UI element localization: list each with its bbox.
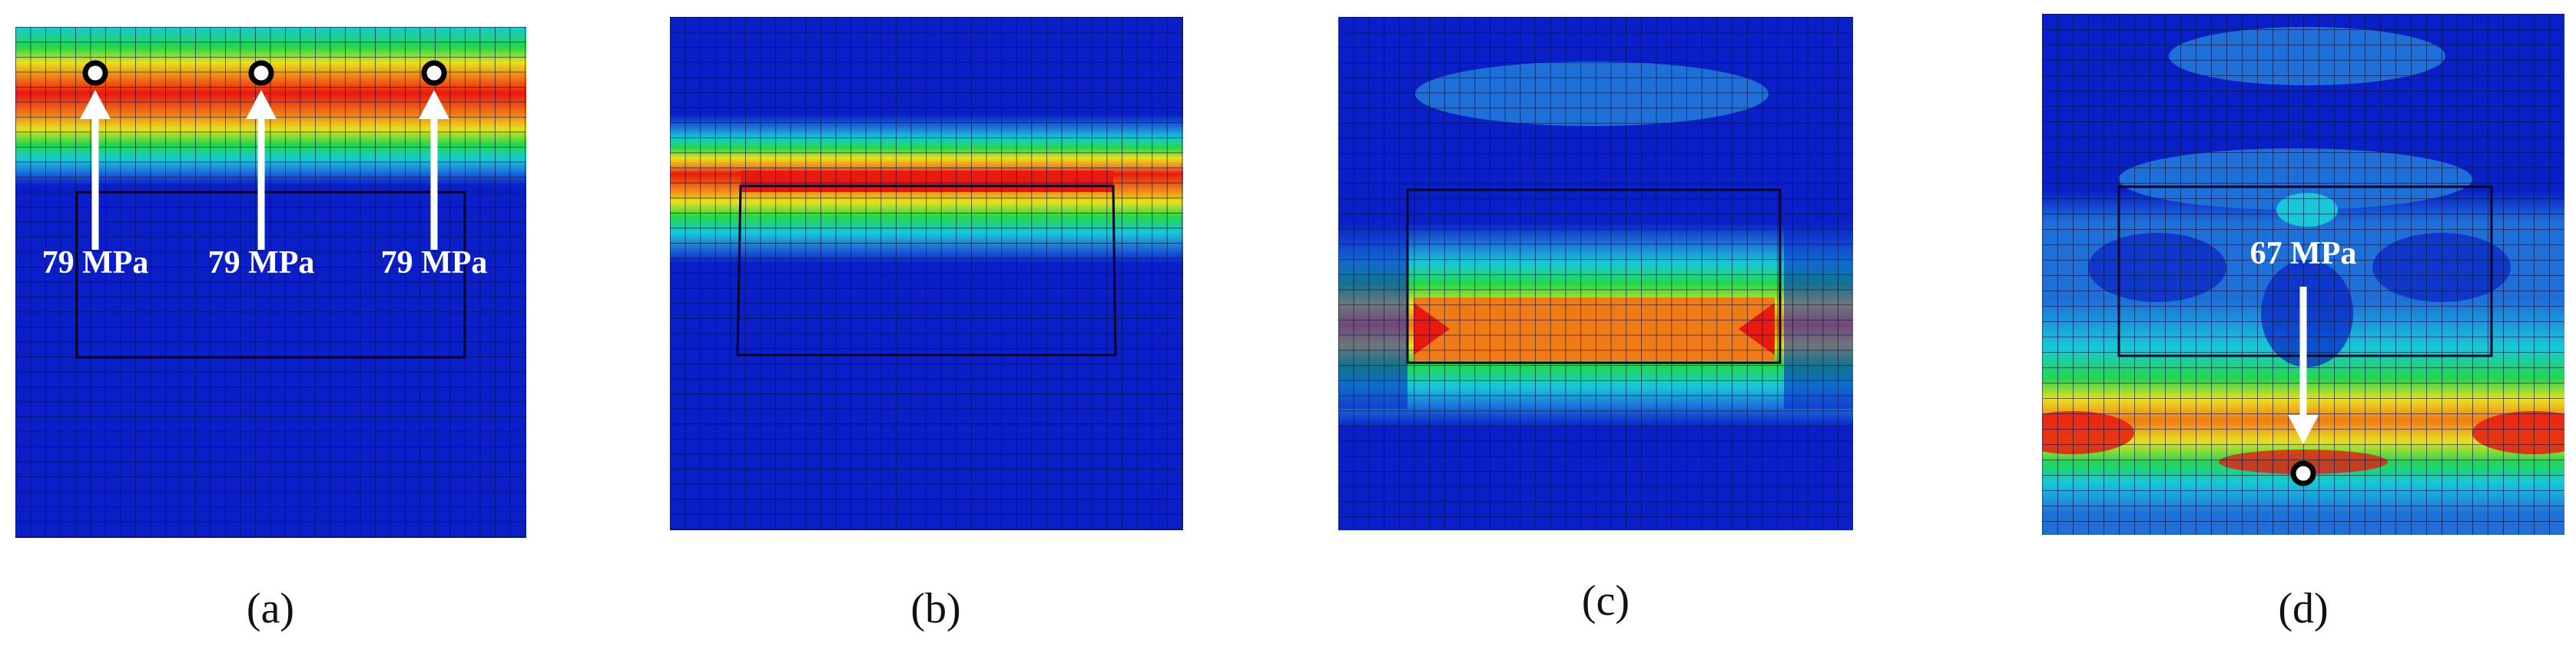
caption-c: (c) [1581, 577, 1630, 625]
annotation-arrow [2288, 287, 2319, 444]
mesh-grid [2042, 14, 2564, 535]
measurement-point-marker [82, 60, 108, 86]
caption-a: (a) [246, 585, 295, 632]
panel-c [1338, 17, 1853, 530]
inclusion-outline [75, 191, 466, 359]
stress-label: 67 MPa [2250, 236, 2357, 271]
annotation-arrow [246, 90, 277, 250]
measurement-point-marker [421, 60, 447, 86]
measurement-point-marker [248, 60, 274, 86]
contour-plot-a: 79 MPa 79 MPa 79 MPa [15, 27, 526, 538]
stress-label: 79 MPa [208, 245, 315, 281]
contour-plot-b [670, 17, 1183, 530]
annotation-arrow [419, 90, 449, 250]
panel-d: 67 MPa [2042, 14, 2564, 535]
stress-label: 79 MPa [42, 245, 149, 281]
mesh-grid [1338, 17, 1853, 530]
panel-a: 79 MPa 79 MPa 79 MPa [15, 27, 526, 538]
annotation-arrow [80, 90, 111, 250]
stress-label: 79 MPa [381, 245, 488, 281]
inclusion-outline [1406, 188, 1782, 364]
caption-b: (b) [910, 585, 961, 632]
panel-b [670, 17, 1183, 530]
mesh-grid [670, 17, 1183, 530]
contour-plot-c [1338, 17, 1853, 530]
measurement-point-marker [2290, 460, 2316, 486]
inclusion-outline [736, 184, 1117, 357]
caption-d: (d) [2278, 585, 2329, 632]
contour-plot-d: 67 MPa [2042, 14, 2564, 535]
